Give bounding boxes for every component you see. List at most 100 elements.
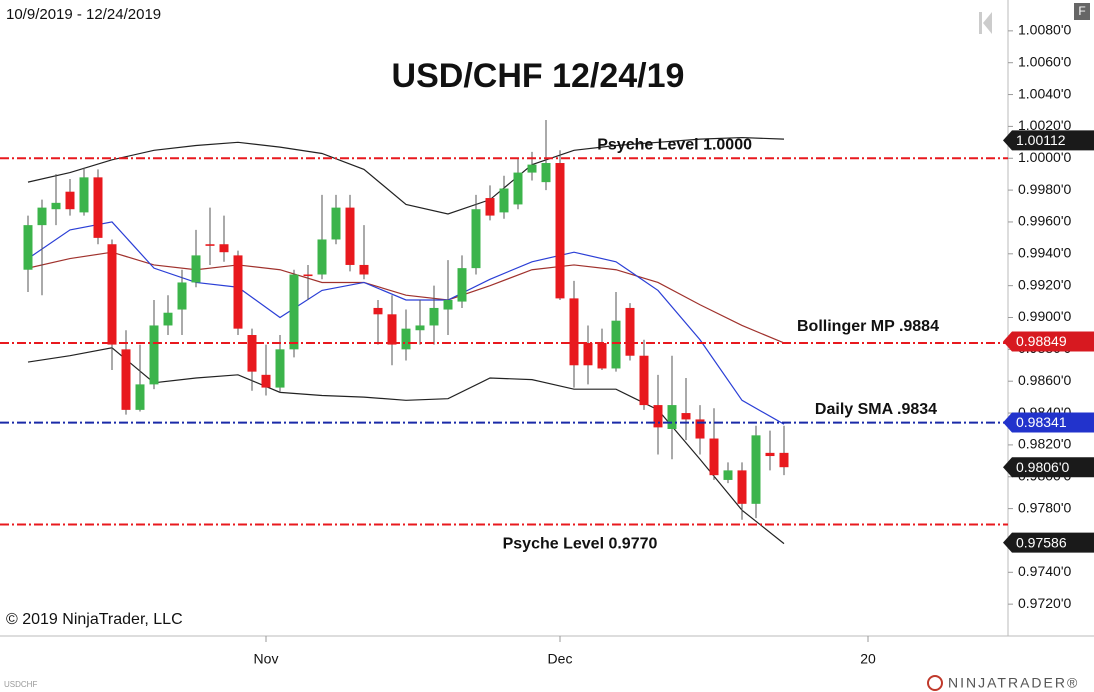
y-tick-label: 0.9940'0 [1018, 245, 1071, 261]
x-tick-label: Dec [548, 651, 573, 667]
price-tag-label: 0.98849 [1016, 333, 1067, 349]
candle-body [373, 307, 383, 315]
collapse-icon[interactable] [979, 12, 992, 34]
y-tick-label: 0.9820'0 [1018, 436, 1071, 452]
candle-body [765, 452, 775, 457]
brand-logo [927, 675, 943, 691]
icon-arrow [983, 12, 992, 34]
candle-body [625, 307, 635, 356]
candle-body [93, 177, 103, 238]
candle-body [569, 298, 579, 366]
icon-bar [979, 12, 982, 34]
candle-body [191, 255, 201, 283]
y-tick-label: 0.9920'0 [1018, 276, 1071, 292]
indicator-line [27, 251, 785, 344]
x-tick-label: Nov [254, 651, 279, 667]
candle-body [723, 470, 733, 480]
candle-body [121, 349, 131, 410]
candle-body [149, 325, 159, 385]
candle-body [275, 349, 285, 388]
price-tag-label: 1.00112 [1016, 132, 1066, 148]
price-tag [1003, 457, 1094, 478]
candle-body [317, 239, 327, 275]
candle-body [681, 413, 691, 420]
x-tick-label: 20 [860, 651, 876, 667]
candle-body [303, 274, 313, 277]
candle-body [107, 244, 117, 345]
price-tag-label: 0.98341 [1016, 414, 1067, 430]
candle-body [457, 268, 467, 302]
candle-body [163, 312, 173, 326]
price-tag [1003, 130, 1094, 151]
candle-body [541, 163, 551, 183]
candle-body [485, 198, 495, 216]
candle-body [331, 207, 341, 240]
y-tick-label: 0.9740'0 [1018, 563, 1071, 579]
candle-body [205, 244, 215, 246]
candle-body [695, 419, 705, 439]
indicator-line [27, 221, 785, 425]
level-label: Psyche Level 0.9770 [503, 536, 658, 553]
candle-body [289, 274, 299, 350]
candle-body [135, 384, 145, 410]
copyright: © 2019 NinjaTrader, LLC [6, 611, 183, 628]
candle-body [751, 435, 761, 504]
level-label: Bollinger MP .9884 [797, 318, 939, 335]
chart-title: USD/CHF 12/24/19 [392, 57, 685, 95]
y-tick-label: 1.0060'0 [1018, 53, 1071, 69]
candle-body [611, 320, 621, 369]
candle-body [555, 163, 565, 299]
candle-body [667, 405, 677, 429]
candle-body [709, 438, 719, 476]
symbol: USDCHF [4, 680, 37, 689]
candle-body [443, 299, 453, 310]
candle-body [23, 225, 33, 270]
price-tag-label: 0.97586 [1016, 534, 1067, 550]
y-tick-label: 1.0040'0 [1018, 85, 1071, 101]
price-tag-label: 0.9806'0 [1016, 459, 1069, 475]
indicator-line [27, 136, 785, 215]
candle-body [359, 264, 369, 275]
candle-body [345, 207, 355, 265]
candle-body [639, 355, 649, 406]
candle-body [233, 255, 243, 329]
y-tick-label: 0.9960'0 [1018, 213, 1071, 229]
date-range: 10/9/2019 - 12/24/2019 [6, 6, 161, 23]
brand: NINJATRADER® [948, 675, 1079, 691]
candle-body [499, 188, 509, 213]
candle-body [471, 209, 481, 269]
candle-body [37, 207, 47, 226]
price-tag [1003, 331, 1094, 352]
candle-body [247, 335, 257, 372]
candle-body [415, 325, 425, 331]
candle-body [401, 328, 411, 350]
candle-body [779, 452, 789, 468]
y-tick-label: 0.9980'0 [1018, 181, 1071, 197]
y-tick-label: 0.9720'0 [1018, 595, 1071, 611]
candle-body [65, 191, 75, 210]
candle-body [513, 172, 523, 205]
y-tick-label: 1.0020'0 [1018, 117, 1071, 133]
y-tick-label: 0.9860'0 [1018, 372, 1071, 388]
candle-body [429, 307, 439, 326]
candle-body [653, 405, 663, 428]
y-tick-label: 1.0000'0 [1018, 149, 1071, 165]
panel-button[interactable] [1074, 3, 1090, 20]
level-label: Daily SMA .9834 [815, 401, 937, 418]
candle-body [597, 342, 607, 369]
candle-body [177, 282, 187, 310]
candle-body [79, 177, 89, 213]
y-tick-label: 0.9900'0 [1018, 308, 1071, 324]
candle-body [583, 342, 593, 366]
candle-body [387, 314, 397, 345]
price-tag [1003, 412, 1094, 433]
y-tick-label: 1.0080'0 [1018, 22, 1071, 38]
candle-body [219, 244, 229, 253]
panel-label: F [1078, 4, 1085, 18]
price-tag [1003, 532, 1094, 553]
level-label: Psyche Level 1.0000 [597, 136, 752, 153]
y-tick-label: 0.9780'0 [1018, 499, 1071, 515]
candle-body [261, 374, 271, 388]
